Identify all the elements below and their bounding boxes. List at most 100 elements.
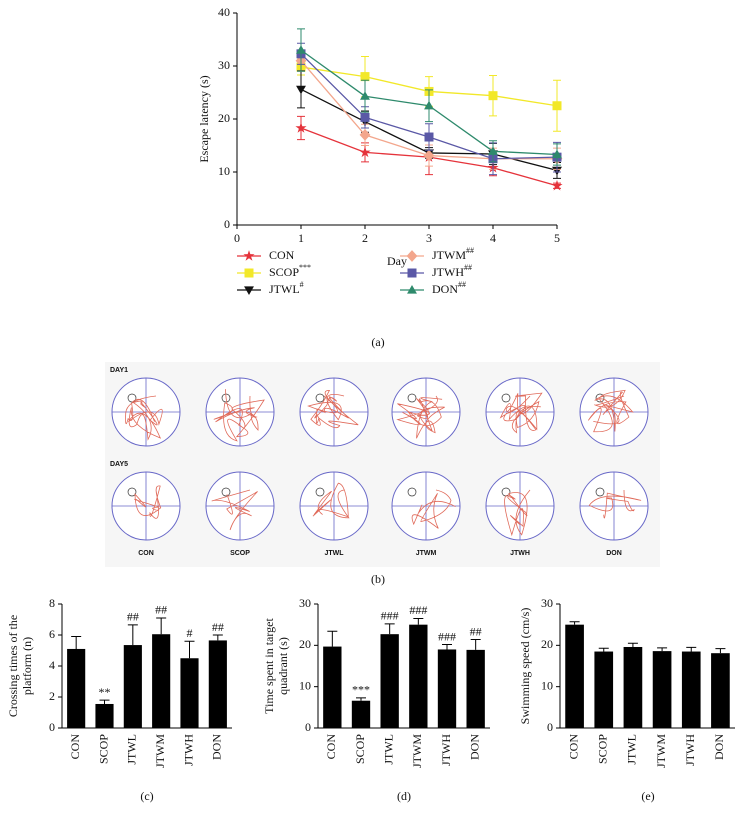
x-tick-label: JTWM: [410, 734, 424, 768]
point: [359, 129, 371, 141]
y-axis-label: platform (n): [20, 637, 34, 695]
row-label: DAY1: [110, 367, 128, 374]
error-bar: [156, 617, 167, 635]
significance-label: ***: [352, 683, 370, 697]
point: [552, 101, 562, 111]
legend-marker: [244, 286, 254, 295]
significance-label: ##: [155, 603, 167, 617]
y-tick-label: 0: [547, 720, 553, 734]
platform: [501, 393, 511, 403]
panel-label: (e): [641, 789, 654, 803]
bar: [652, 651, 672, 728]
bar: [123, 645, 142, 728]
significance-label: ##: [470, 624, 482, 638]
swim-track: [588, 489, 642, 519]
swim-track: [134, 485, 162, 519]
quadrant-lines: [300, 472, 368, 540]
y-axis-label: Swimming speed (cm/s): [518, 608, 532, 725]
x-tick-label: DON: [210, 734, 224, 760]
legend-marker: [407, 285, 417, 294]
point: [296, 45, 306, 54]
legend-name: CON: [269, 248, 295, 262]
bar: [711, 653, 730, 728]
x-tick-label: DON: [712, 734, 726, 760]
platform: [221, 487, 231, 497]
x-tick-label: JTWM: [153, 734, 167, 768]
y-axis-label: Time spent in target: [262, 618, 276, 714]
x-tick-label: 1: [298, 231, 304, 245]
legend-label: JTWL#: [269, 280, 304, 296]
point: [552, 149, 562, 159]
y-tick-label: 0: [305, 720, 311, 734]
error-bar: [442, 644, 452, 650]
y-axis-label: quadrant (s): [276, 637, 290, 695]
legend-label: CON: [269, 248, 295, 262]
x-tick-label: JTWH: [181, 734, 195, 766]
x-tick-label: DON: [467, 734, 481, 760]
quadrant-lines: [300, 378, 368, 446]
legend-marker: [406, 250, 418, 262]
legend-significance: ##: [466, 246, 474, 255]
platform: [407, 393, 417, 403]
error-bar: [327, 630, 338, 647]
row-label: DAY5: [110, 461, 128, 468]
panel-label: (d): [397, 789, 411, 803]
point: [359, 146, 371, 158]
point: [295, 122, 307, 133]
error-bar: [686, 646, 697, 652]
swim-track: [587, 389, 634, 433]
legend-name: JTWH: [432, 265, 464, 279]
column-label: SCOP: [230, 550, 250, 557]
legend-marker: [407, 268, 417, 278]
significance-label: ###: [381, 609, 399, 623]
swim-track: [504, 489, 531, 537]
y-tick-label: 0: [224, 217, 230, 231]
y-tick-label: 10: [541, 678, 553, 692]
legend-significance: ##: [464, 263, 472, 272]
error-bar: [569, 621, 580, 625]
significance-label: ###: [409, 603, 427, 617]
track-panel-bg: [105, 362, 660, 567]
point: [551, 179, 563, 191]
legend-label: DON##: [432, 280, 466, 296]
quadrant-lines: [206, 472, 274, 540]
x-tick-label: JTWH: [439, 734, 453, 766]
swim-track: [499, 392, 543, 434]
legend-label: JTWH##: [432, 263, 472, 279]
x-tick-label: 4: [490, 231, 496, 245]
point: [360, 72, 370, 82]
y-axis-label: Crossing times of the: [6, 615, 20, 717]
point: [360, 91, 370, 100]
bar: [95, 703, 114, 728]
legend-marker: [244, 268, 254, 278]
x-axis-label: Day: [387, 254, 407, 268]
significance-label: ##: [127, 610, 139, 624]
bar: [152, 634, 171, 728]
x-tick-label: 3: [426, 231, 432, 245]
x-tick-label: CON: [566, 734, 580, 760]
error-bar: [384, 623, 395, 635]
x-tick-label: 5: [554, 231, 560, 245]
bar: [409, 624, 428, 728]
error-bar: [212, 634, 223, 641]
bar: [594, 651, 614, 728]
legend-significance: ##: [458, 280, 466, 289]
swim-track: [213, 389, 265, 442]
x-tick-label: SCOP: [353, 734, 367, 764]
bar: [466, 649, 485, 728]
x-tick-label: JTWL: [381, 734, 395, 765]
platform: [127, 487, 137, 497]
bar: [180, 658, 199, 728]
x-tick-label: 2: [362, 231, 368, 245]
platform: [315, 393, 325, 403]
error-bar: [99, 699, 110, 704]
swim-track: [396, 395, 445, 439]
y-axis-label: Escape latency (s): [197, 75, 211, 162]
swim-track: [211, 489, 258, 531]
bar: [623, 646, 643, 728]
point: [296, 85, 306, 95]
y-tick-label: 8: [49, 596, 55, 610]
bar: [208, 640, 227, 728]
x-tick-label: CON: [324, 734, 338, 760]
